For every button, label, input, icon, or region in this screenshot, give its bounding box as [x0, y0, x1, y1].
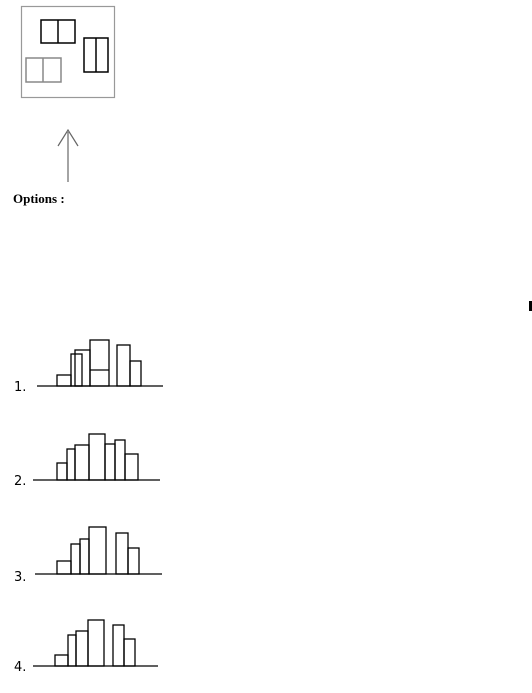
top-block-pair	[40, 19, 76, 44]
option-3-figure[interactable]	[0, 520, 200, 590]
option-2-figure[interactable]	[0, 425, 200, 495]
option-2-label: 2.	[14, 474, 27, 489]
option-4-label: 4.	[14, 660, 27, 675]
question-frame	[20, 5, 116, 99]
option-3-label: 3.	[14, 570, 27, 585]
option-4-figure[interactable]	[0, 615, 200, 685]
question-figure	[20, 5, 116, 182]
right-block-pair	[83, 37, 109, 73]
option-1-figure[interactable]	[0, 330, 200, 400]
edge-mark	[529, 301, 532, 311]
viewing-direction-arrow	[57, 128, 79, 182]
option-1-label: 1.	[14, 380, 27, 395]
left-block-pair	[25, 57, 62, 83]
options-label: Options :	[13, 191, 65, 206]
